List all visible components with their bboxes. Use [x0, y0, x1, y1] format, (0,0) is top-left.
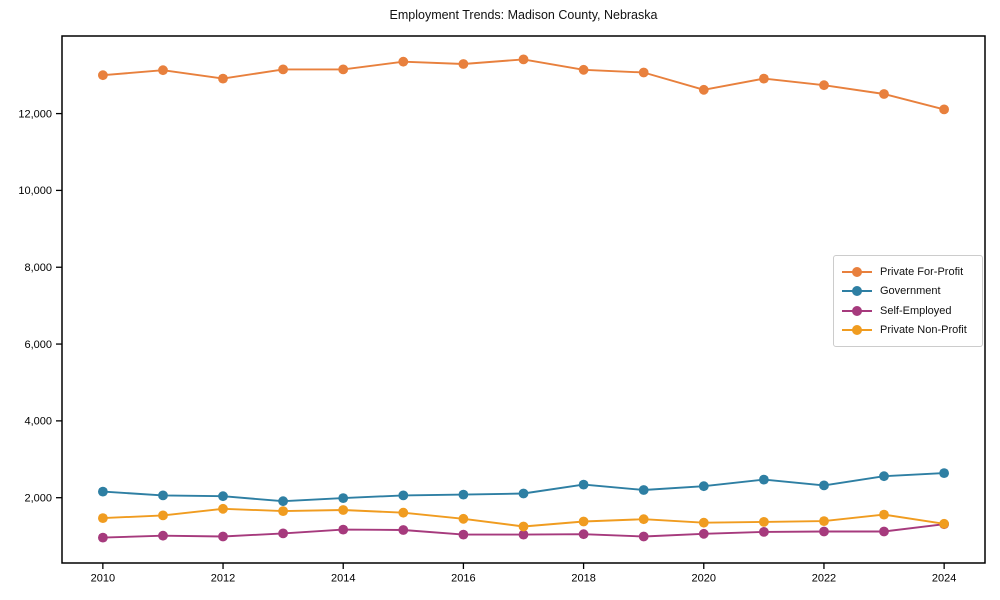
series-line-private-for-profit	[101, 58, 946, 111]
data-point-government	[278, 496, 288, 507]
data-point-private-for-profit	[638, 67, 649, 78]
data-point-self-employed	[338, 524, 349, 535]
data-point-private-for-profit	[759, 73, 769, 84]
data-point-private-for-profit	[218, 73, 228, 84]
data-point-private-non-profit	[819, 516, 829, 526]
x-tick-label: 2014	[331, 573, 355, 585]
data-point-government	[578, 479, 589, 490]
data-point-self-employed	[398, 525, 409, 535]
data-point-private-for-profit	[518, 54, 529, 65]
legend: Private For-Profit Government Self-Employe…	[833, 255, 983, 347]
data-point-government	[98, 486, 108, 497]
data-point-self-employed	[578, 529, 589, 540]
legend-label: Government	[880, 285, 941, 298]
data-point-private-for-profit	[458, 59, 469, 69]
legend-item: Private For-Profit	[842, 262, 974, 282]
data-point-self-employed	[518, 529, 529, 540]
series-self-employed	[98, 519, 949, 543]
data-point-private-non-profit	[578, 516, 589, 527]
legend-marker-icon	[842, 325, 872, 336]
y-axis: 2,000 4,000 6,000 8,000 10,000 12,000	[18, 108, 62, 505]
data-point-government	[338, 493, 349, 503]
x-tick-label: 2012	[211, 573, 235, 585]
data-point-private-for-profit	[879, 89, 889, 99]
data-point-government	[819, 480, 829, 491]
data-point-self-employed	[218, 531, 228, 542]
data-point-government	[879, 471, 889, 482]
data-point-private-non-profit	[939, 518, 949, 529]
data-point-self-employed	[98, 532, 108, 543]
y-tick-label: 4,000	[24, 416, 52, 428]
data-point-private-non-profit	[759, 517, 769, 527]
x-axis: 2010 2012 2014 2016 2018 2020 2022 2024	[91, 563, 956, 585]
data-point-private-non-profit	[158, 510, 168, 521]
data-point-private-non-profit	[698, 517, 709, 528]
legend-marker-icon	[842, 305, 872, 316]
data-point-self-employed	[879, 526, 889, 537]
data-point-self-employed	[638, 531, 649, 542]
x-tick-label: 2010	[91, 573, 115, 585]
series-government	[98, 468, 949, 507]
legend-item: Government	[842, 282, 974, 302]
chart-title: Employment Trends: Madison County, Nebra…	[389, 8, 658, 22]
axes-box	[61, 35, 986, 564]
data-point-private-for-profit	[338, 64, 349, 75]
legend-marker-icon	[842, 266, 872, 277]
data-point-government	[218, 491, 228, 502]
data-point-self-employed	[458, 529, 469, 540]
data-point-government	[398, 490, 409, 501]
data-point-government	[939, 468, 949, 478]
data-point-self-employed	[158, 530, 168, 541]
legend-item: Private Non-Profit	[842, 321, 974, 341]
data-point-government	[518, 488, 529, 499]
y-tick-label: 6,000	[24, 339, 52, 351]
legend-label: Private Non-Profit	[880, 324, 967, 337]
data-point-private-for-profit	[819, 80, 829, 91]
data-point-private-non-profit	[879, 509, 889, 520]
data-point-government	[759, 474, 769, 485]
data-point-self-employed	[819, 526, 829, 537]
y-tick-label: 10,000	[18, 185, 52, 197]
data-point-private-non-profit	[278, 506, 288, 516]
data-point-private-for-profit	[939, 104, 949, 115]
x-tick-label: 2018	[571, 573, 595, 585]
data-point-private-for-profit	[98, 70, 108, 81]
legend-label: Self-Employed	[880, 304, 952, 317]
series-private-for-profit	[98, 54, 949, 115]
data-point-private-for-profit	[698, 84, 709, 95]
data-point-self-employed	[698, 528, 709, 539]
data-point-private-non-profit	[338, 505, 349, 515]
data-point-government	[158, 490, 168, 501]
y-tick-label: 2,000	[24, 493, 52, 505]
data-point-private-non-profit	[398, 507, 409, 518]
data-point-private-for-profit	[278, 64, 288, 75]
data-point-government	[458, 489, 469, 500]
legend-item: Self-Employed	[842, 301, 974, 321]
legend-marker-icon	[842, 286, 872, 297]
data-point-private-non-profit	[638, 514, 649, 525]
x-tick-label: 2016	[451, 573, 475, 585]
data-point-government	[638, 485, 649, 495]
y-tick-label: 8,000	[24, 262, 52, 274]
data-point-private-non-profit	[458, 513, 469, 524]
x-tick-label: 2020	[692, 573, 716, 585]
x-tick-label: 2022	[812, 573, 836, 585]
data-point-private-non-profit	[98, 513, 108, 523]
data-point-self-employed	[278, 528, 288, 539]
data-point-private-for-profit	[158, 65, 168, 76]
data-point-private-non-profit	[518, 521, 529, 532]
data-point-self-employed	[759, 527, 769, 537]
data-point-private-for-profit	[578, 64, 589, 75]
data-point-government	[698, 481, 709, 492]
legend-label: Private For-Profit	[880, 265, 964, 278]
series-private-non-profit	[98, 503, 949, 532]
y-tick-label: 12,000	[18, 108, 52, 120]
data-point-private-non-profit	[218, 503, 228, 514]
data-point-private-for-profit	[398, 56, 409, 67]
x-tick-label: 2024	[932, 573, 956, 585]
